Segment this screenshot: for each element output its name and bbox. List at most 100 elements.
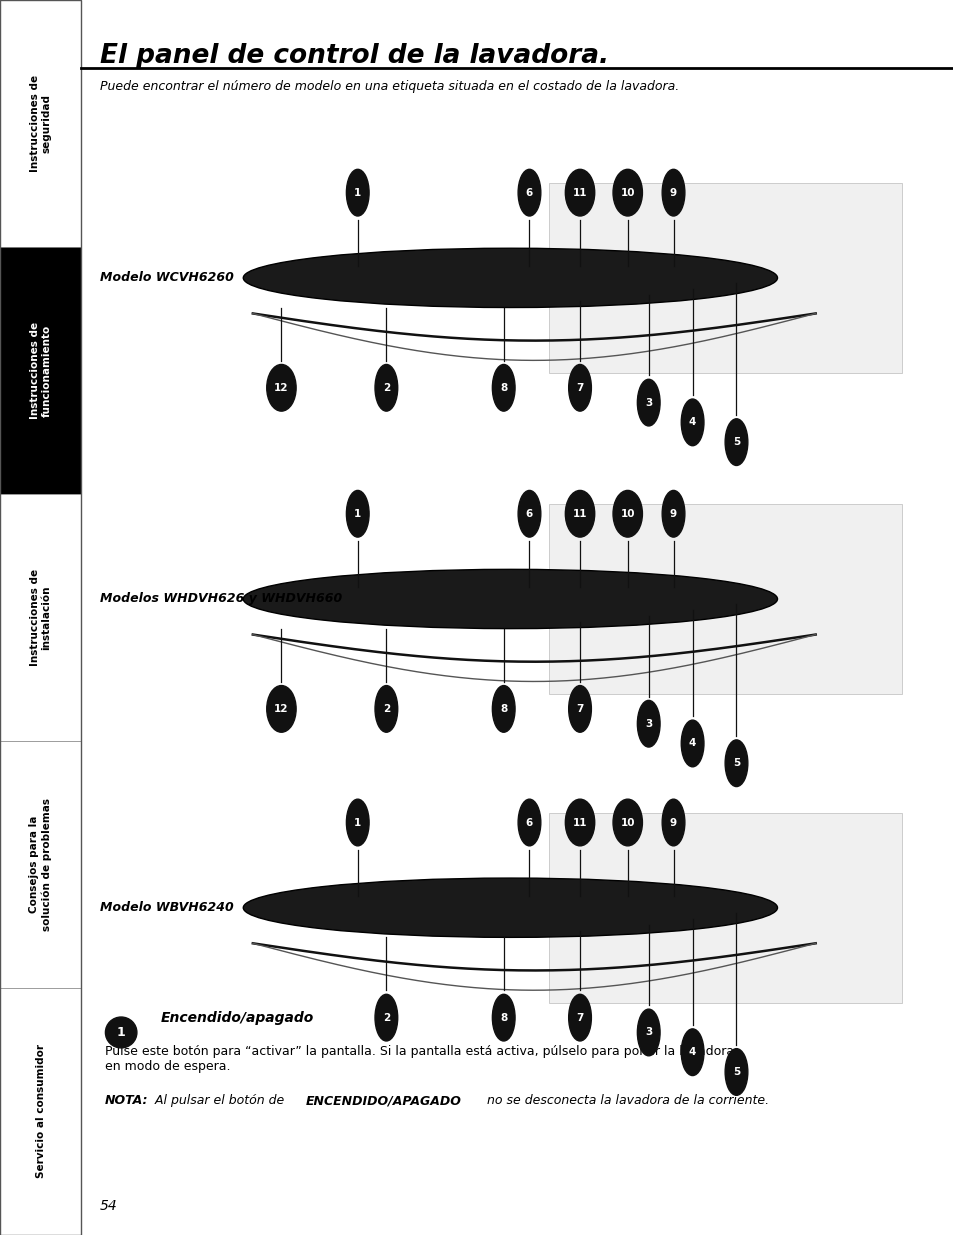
Ellipse shape [613,490,641,537]
Text: 8: 8 [499,383,507,393]
Ellipse shape [680,720,703,767]
Ellipse shape [243,569,777,629]
Ellipse shape [565,169,594,216]
Ellipse shape [680,1029,703,1076]
Text: El panel de control de la lavadora.: El panel de control de la lavadora. [100,43,609,69]
Ellipse shape [375,685,397,732]
Text: Pulse este botón para “activar” la pantalla. Si la pantalla está activa, púlselo: Pulse este botón para “activar” la panta… [105,1045,733,1073]
Ellipse shape [517,490,540,537]
Text: 8: 8 [499,1013,507,1023]
Text: 5: 5 [732,437,740,447]
Text: 1: 1 [354,509,361,519]
Ellipse shape [724,1049,747,1095]
Text: 9: 9 [669,818,677,827]
Ellipse shape [568,994,591,1041]
Text: Instrucciones de
instalación: Instrucciones de instalación [30,569,51,666]
Ellipse shape [492,364,515,411]
Bar [0,494,81,741]
Text: Encendido/apagado: Encendido/apagado [160,1011,314,1025]
Text: 6: 6 [525,188,533,198]
Text: Servicio al consumidor: Servicio al consumidor [35,1045,46,1178]
Ellipse shape [637,1009,659,1056]
Bar [548,504,901,694]
Ellipse shape [243,878,777,937]
Ellipse shape [267,364,295,411]
Ellipse shape [613,169,641,216]
Text: 12: 12 [274,383,289,393]
Ellipse shape [346,799,369,846]
Text: ENCENDIDO/APAGADO: ENCENDIDO/APAGADO [306,1094,461,1108]
Ellipse shape [267,685,295,732]
Ellipse shape [492,994,515,1041]
Bar [0,0,81,247]
Ellipse shape [568,364,591,411]
Ellipse shape [724,419,747,466]
Text: 10: 10 [619,188,635,198]
Text: 5: 5 [732,758,740,768]
Text: 8: 8 [499,704,507,714]
Text: 5: 5 [732,1067,740,1077]
Text: 10: 10 [619,509,635,519]
Text: 4: 4 [688,1047,696,1057]
Text: NOTA:: NOTA: [105,1094,149,1108]
Ellipse shape [661,490,684,537]
Text: 2: 2 [382,704,390,714]
Bar [0,741,81,988]
Ellipse shape [243,248,777,308]
Text: Al pulsar el botón de: Al pulsar el botón de [151,1094,288,1108]
Text: 12: 12 [274,704,289,714]
Text: Modelo WCVH6260: Modelo WCVH6260 [100,272,233,284]
Bar [0,247,81,494]
Ellipse shape [568,685,591,732]
Ellipse shape [346,490,369,537]
Text: 3: 3 [644,719,652,729]
Ellipse shape [375,364,397,411]
Text: Consejos para la
solución de problemas: Consejos para la solución de problemas [30,798,51,931]
Bar [0,988,81,1235]
Bar [0,0,81,1235]
Text: 11: 11 [572,818,587,827]
Text: Instrucciones de
funcionamiento: Instrucciones de funcionamiento [30,322,51,419]
Text: 9: 9 [669,509,677,519]
Text: 1: 1 [116,1026,126,1039]
Text: 54: 54 [100,1199,118,1213]
Ellipse shape [637,379,659,426]
Text: 3: 3 [644,1028,652,1037]
Text: 1: 1 [354,188,361,198]
Text: 1: 1 [354,818,361,827]
Ellipse shape [637,700,659,747]
Text: Modelos WHDVH626 y WHDVH660: Modelos WHDVH626 y WHDVH660 [100,593,342,605]
Text: 7: 7 [576,704,583,714]
Ellipse shape [613,799,641,846]
Ellipse shape [492,685,515,732]
Ellipse shape [724,740,747,787]
Ellipse shape [565,490,594,537]
Text: 11: 11 [572,509,587,519]
Text: Instrucciones de
seguridad: Instrucciones de seguridad [30,75,51,172]
Ellipse shape [517,799,540,846]
Text: Puede encontrar el número de modelo en una etiqueta situada en el costado de la : Puede encontrar el número de modelo en u… [100,80,679,94]
Ellipse shape [680,399,703,446]
Text: 11: 11 [572,188,587,198]
Ellipse shape [346,169,369,216]
Ellipse shape [105,1018,137,1047]
Text: 7: 7 [576,1013,583,1023]
Bar [548,813,901,1003]
Text: no se desconecta la lavadora de la corriente.: no se desconecta la lavadora de la corri… [482,1094,768,1108]
Ellipse shape [517,169,540,216]
Text: Modelo WBVH6240: Modelo WBVH6240 [100,902,233,914]
Ellipse shape [375,994,397,1041]
Text: 9: 9 [669,188,677,198]
Ellipse shape [661,169,684,216]
Text: 4: 4 [688,739,696,748]
Text: 2: 2 [382,383,390,393]
Text: 4: 4 [688,417,696,427]
Bar [548,183,901,373]
Text: 6: 6 [525,818,533,827]
Text: 7: 7 [576,383,583,393]
Text: 10: 10 [619,818,635,827]
Ellipse shape [565,799,594,846]
Text: 2: 2 [382,1013,390,1023]
Ellipse shape [661,799,684,846]
Text: 3: 3 [644,398,652,408]
